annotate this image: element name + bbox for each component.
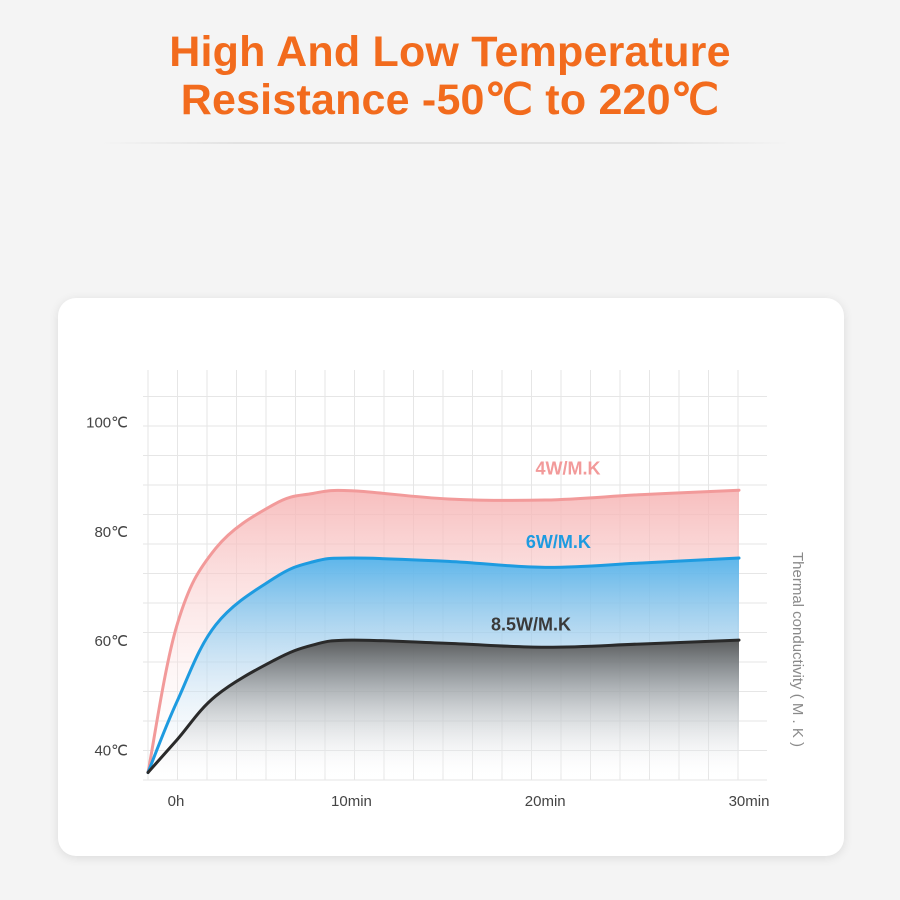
x-tick-label: 10min [331,793,372,810]
y-tick-label: 60℃ [94,633,128,650]
axis-ticks: 100℃ 80℃ 60℃ 40℃ 0h 10min 20min 30min [86,414,769,810]
series-area [148,640,739,780]
series-line [146,488,741,775]
series-label: 6W/M.K [526,532,591,552]
series-labels: 4W/M.K 6W/M.K 8.5W/M.K [491,458,601,634]
page-title: High And Low Temperature Resistance -50℃… [0,28,900,124]
series-label: 4W/M.K [536,458,601,478]
y-tick-label: 80℃ [94,524,128,541]
series-line [146,638,741,775]
title-divider [100,142,790,144]
y-tick-label: 40℃ [94,743,128,760]
y-axis-label: Thermal conductivity ( M . K ) [789,552,806,747]
series-areas [148,490,739,780]
y-tick-label: 100℃ [86,414,128,431]
series-line [146,556,741,775]
x-tick-label: 0h [168,793,185,810]
title-line-2: Resistance -50℃ to 220℃ [180,76,720,124]
x-tick-label: 30min [729,793,770,810]
title-line-1: High And Low Temperature [169,28,731,76]
series-label: 8.5W/M.K [491,614,571,634]
x-tick-label: 20min [525,793,566,810]
series-lines [146,488,741,775]
